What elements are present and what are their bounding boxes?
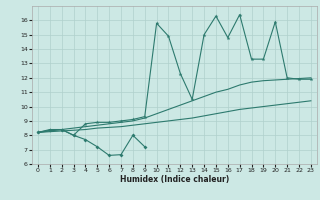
X-axis label: Humidex (Indice chaleur): Humidex (Indice chaleur) [120,175,229,184]
